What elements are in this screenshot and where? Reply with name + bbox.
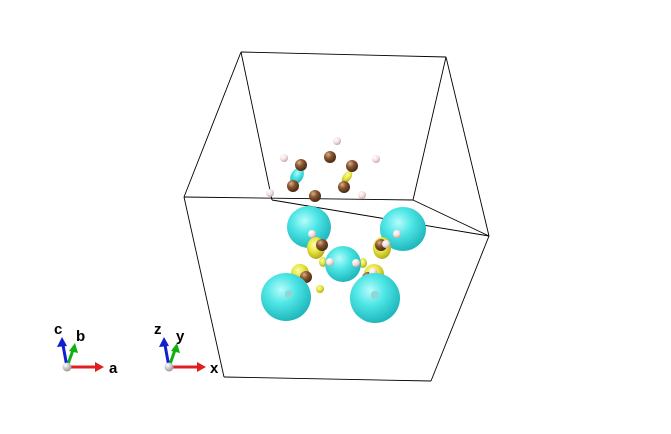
isosurface-negative [316,285,324,293]
cell-edge [183,51,242,198]
axis-c-arrowhead [57,337,67,347]
carbon-atom [287,180,299,192]
isosurface-positive [325,246,361,282]
axis-b-label: b [76,328,85,345]
crystal-axes-indicator: a b c [54,321,118,377]
axis-origin [62,362,72,372]
carbon-atom [338,181,350,193]
cell-edge [183,196,225,378]
cartesian-axes-indicator: x y z [154,321,219,377]
isosurface-negative [359,258,367,268]
axis-b-arrowhead [69,343,78,353]
axis-origin [164,362,174,372]
cell-edge [223,376,432,382]
carbon-atom [346,160,358,172]
carbon-atom [295,159,307,171]
isosurface-positive [380,207,426,251]
axis-z-label: z [154,321,162,338]
hydrogen-atom [393,230,401,238]
carbon-atom [324,151,336,163]
hydrogen-atom [266,189,274,197]
upper-molecule [266,137,380,216]
hydrogen-atom [382,240,390,248]
cell-edge [430,235,490,382]
axis-x-arrowhead [197,362,206,372]
hydrogen-atom [333,137,341,145]
cell-edge [271,199,490,237]
isosurface-positive [261,273,311,321]
cell-edge [183,196,414,201]
axis-x-label: x [210,360,219,377]
cell-edge [412,199,490,237]
hydrogen-atom [308,230,316,238]
cell-edge [412,56,447,201]
hydrogen-atom [280,154,288,162]
hydrogen-atom [285,290,293,298]
hydrogen-atom [372,155,380,163]
axis-c-label: c [54,321,62,338]
hydrogen-atom [371,291,379,299]
hydrogen-atom [352,259,360,267]
hydrogen-atom [326,258,334,266]
isosurface-negative [341,170,353,184]
unit-cell-box [183,51,490,382]
axis-a-arrowhead [95,362,104,372]
cell-edge [240,51,447,58]
axis-z-arrowhead [159,337,169,347]
isosurface-positive [287,206,331,248]
cell-edge [445,56,490,237]
axis-y-arrowhead [171,343,180,353]
axis-a-label: a [109,360,118,377]
hydrogen-atom [358,191,366,199]
cell-edge [240,51,273,201]
carbon-atom [316,239,328,251]
carbon-atom [309,190,321,202]
axis-y-label: y [176,328,185,345]
lower-molecule [261,206,426,323]
isosurface-negative [319,257,327,267]
